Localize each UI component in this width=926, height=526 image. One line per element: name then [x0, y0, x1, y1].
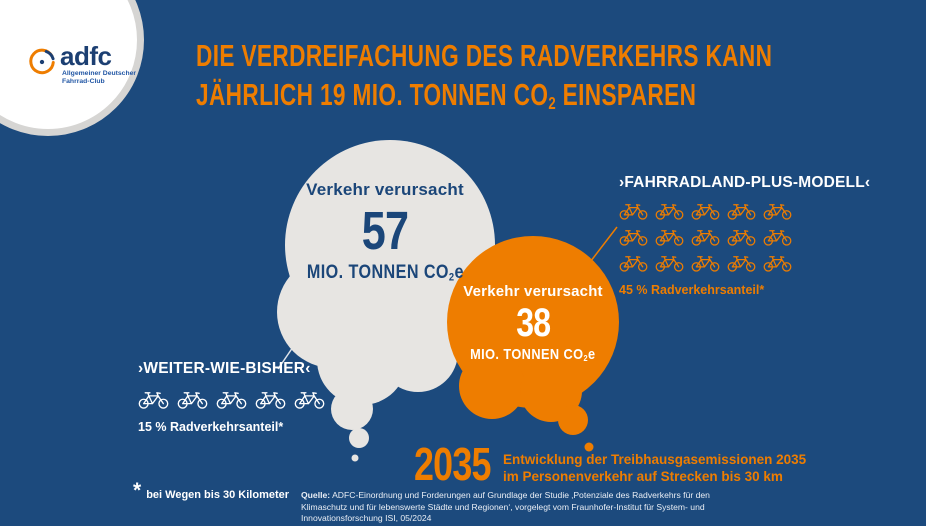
plus-emissions-unit: MIO. TONNEN CO2e	[470, 346, 596, 363]
logo-subtitle: Allgemeiner Deutscher Fahrrad-Club	[62, 70, 137, 85]
bicycle-icon	[619, 204, 648, 220]
page-title: DIE VERDREIFACHUNG DES RADVERKEHRS KANN …	[196, 36, 926, 114]
source-citation: Quelle: ADFC-Einordnung und Forderungen …	[301, 490, 715, 525]
bicycle-icon	[255, 392, 286, 409]
footnote: * bei Wegen bis 30 Kilometer	[133, 480, 289, 501]
source-label: Quelle:	[301, 490, 331, 500]
bicycle-icon	[727, 204, 756, 220]
bicycle-icon	[727, 256, 756, 272]
scenario-fahrradland-plus: ›FAHRRADLAND-PLUS-MODELL‹ 45 % Radverkeh…	[619, 174, 870, 297]
bike-row	[619, 201, 870, 221]
footnote-asterisk: *	[133, 479, 142, 502]
scenario-right-name: ›FAHRRADLAND-PLUS-MODELL‹	[619, 174, 871, 191]
baseline-bubble-label: Verkehr verursacht	[306, 180, 464, 199]
bike-row	[619, 253, 870, 273]
bike-row	[138, 389, 325, 410]
bicycle-icon	[138, 392, 169, 409]
bicycle-icon	[619, 256, 648, 272]
timeline-year: 2035	[414, 438, 491, 490]
bicycle-icon	[655, 204, 684, 220]
bicycle-icon	[763, 256, 792, 272]
plus-bubble-label: Verkehr verursacht	[463, 283, 603, 300]
adfc-wheel-icon	[29, 48, 55, 75]
bicycle-icon	[691, 230, 720, 246]
scenario-weiter-wie-bisher: ›WEITER-WIE-BISHER‹ 15 % Radverkehrsante…	[138, 360, 325, 434]
timeline-description: Entwicklung der Treibhausgasemissionen 2…	[503, 452, 807, 484]
bicycle-icon	[691, 204, 720, 220]
baseline-bubble-text: Verkehr verursacht 57 MIO. TONNEN CO2e	[285, 180, 485, 284]
baseline-emissions-unit: MIO. TONNEN CO2e	[306, 262, 464, 284]
bicycle-icon	[177, 392, 208, 409]
plus-emissions-value: 38	[516, 301, 551, 345]
baseline-emissions-value: 57	[361, 201, 409, 261]
scenario-left-share: 15 % Radverkehrsanteil*	[138, 420, 284, 434]
bicycle-icon	[216, 392, 247, 409]
source-text: ADFC-Einordnung und Forderungen auf Grun…	[301, 490, 710, 523]
bicycle-icon	[655, 256, 684, 272]
logo-wordmark: adfc	[60, 41, 112, 71]
scenario-right-share: 45 % Radverkehrsanteil*	[619, 283, 765, 297]
title-line-1: DIE VERDREIFACHUNG DES RADVERKEHRS KANN	[196, 38, 773, 73]
gray-thought-bubble	[277, 140, 502, 462]
title-line-2: JÄHRLICH 19 MIO. TONNEN CO2 EINSPAREN	[196, 77, 697, 113]
bicycle-icon	[691, 256, 720, 272]
footnote-text: bei Wegen bis 30 Kilometer	[146, 489, 290, 501]
bicycle-icon	[655, 230, 684, 246]
orange-thought-bubble	[447, 236, 619, 452]
bicycle-icon	[763, 230, 792, 246]
bike-grid	[619, 201, 870, 273]
plus-bubble-text: Verkehr verursacht 38 MIO. TONNEN CO2e	[443, 283, 623, 364]
scenario-left-name: ›WEITER-WIE-BISHER‹	[138, 360, 311, 377]
bicycle-icon	[294, 392, 325, 409]
bicycle-icon	[727, 230, 756, 246]
bike-row	[619, 227, 870, 247]
bicycle-icon	[619, 230, 648, 246]
bicycle-icon	[763, 204, 792, 220]
